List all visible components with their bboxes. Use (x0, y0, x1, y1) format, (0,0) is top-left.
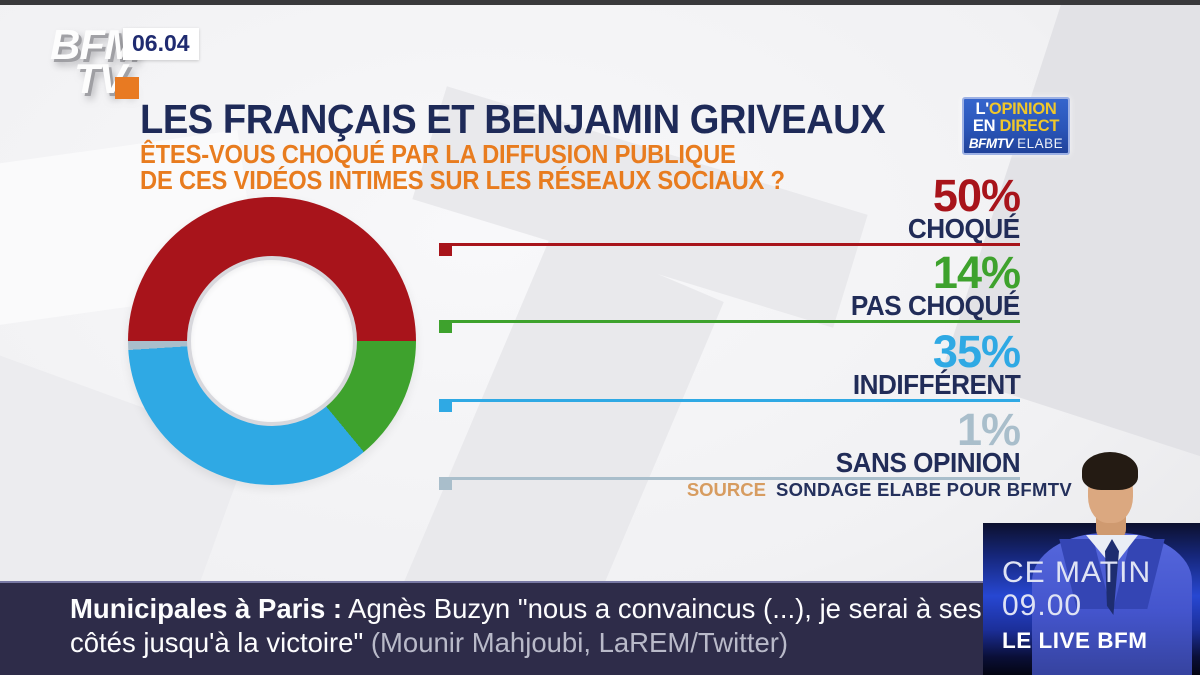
source-text: SONDAGE ELABE POUR BFMTV (775, 479, 1072, 500)
legend-row-indifferent: 35% INDIFFÉRENT (0, 326, 1200, 412)
legend-marker (439, 399, 452, 412)
badge-line3: BFMTV ELABE (968, 136, 1064, 152)
legend-row-sans-opinion: 1% SANS OPINION (0, 404, 1200, 490)
legend-label: SANS OPINION (835, 447, 1021, 478)
legend-percent: 14% (932, 247, 1021, 298)
page-title: LES FRANÇAIS ET BENJAMIN GRIVEAUX (140, 96, 886, 142)
legend-text: 35% INDIFFÉRENT (844, 326, 1021, 400)
legend-row-choque: 50% CHOQUÉ (0, 170, 1200, 256)
legend-marker (439, 477, 452, 490)
poll-question-line2: DE CES VIDÉOS INTIMES SUR LES RÉSEAUX SO… (140, 167, 785, 195)
legend-rule (443, 243, 1020, 246)
promo-show-name: LE LIVE BFM (1002, 628, 1148, 653)
legend-text: 50% CHOQUÉ (902, 170, 1021, 244)
legend-label: CHOQUÉ (908, 213, 1020, 244)
presenter-photo (1030, 452, 1195, 675)
legend-rule (443, 399, 1020, 402)
legend-label: PAS CHOQUÉ (851, 290, 1020, 321)
badge-line2: EN DIRECT (972, 117, 1060, 136)
promo-show-hour: 09.00 (1002, 589, 1083, 622)
poll-question-line1: ÊTES-VOUS CHOQUÉ PAR LA DIFFUSION PUBLIQ… (140, 141, 736, 169)
legend-rule (443, 320, 1020, 323)
legend-rule (443, 477, 1020, 480)
legend-label: INDIFFÉRENT (852, 369, 1021, 400)
opinion-en-direct-badge: L'OPINION EN DIRECT BFMTV ELABE (962, 97, 1070, 155)
badge-line1: L'OPINION (975, 100, 1057, 119)
legend-marker (439, 320, 452, 333)
presenter-hair (1082, 452, 1138, 490)
ticker-line2: côtés jusqu'à la victoire" (Mounir Mahjo… (70, 627, 789, 658)
legend-percent: 50% (932, 170, 1021, 221)
source-line: SOURCE SONDAGE ELABE POUR BFMTV (687, 479, 1072, 501)
title-bullet-accent (115, 77, 139, 99)
legend-text: 14% PAS CHOQUÉ (842, 247, 1021, 321)
donut-chart-hole (187, 256, 357, 426)
legend-text: 1% SANS OPINION (826, 404, 1021, 478)
promo-show-time-label: CE MATIN (1002, 556, 1152, 589)
donut-chart (128, 197, 416, 485)
top-edge-strip (0, 0, 1200, 5)
source-label: SOURCE (686, 479, 766, 500)
legend-percent: 1% (956, 404, 1021, 455)
legend-row-pas-choque: 14% PAS CHOQUÉ (0, 247, 1200, 333)
legend-percent: 35% (932, 326, 1021, 377)
legend-marker (439, 243, 452, 256)
clock: 06.04 (123, 28, 199, 60)
ticker-line1: Municipales à Paris : Agnès Buzyn "nous … (70, 593, 982, 624)
